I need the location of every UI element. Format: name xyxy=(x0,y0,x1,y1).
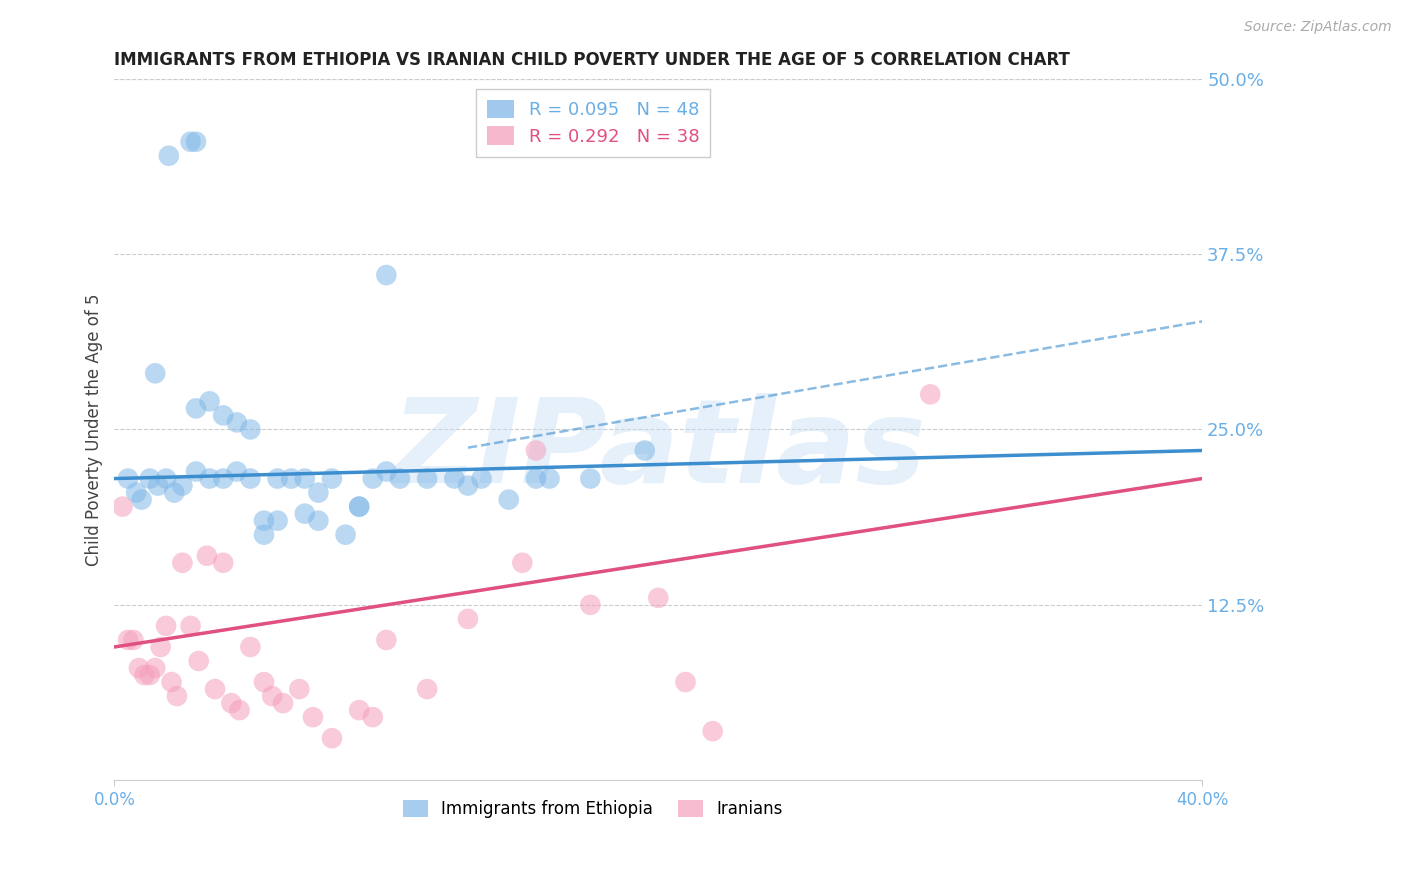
Point xyxy=(184,465,207,479)
Point xyxy=(146,478,169,492)
Point xyxy=(266,514,288,528)
Point xyxy=(375,632,398,647)
Point xyxy=(302,710,325,724)
Point xyxy=(157,149,180,163)
Point xyxy=(166,689,188,703)
Point xyxy=(375,465,398,479)
Text: IMMIGRANTS FROM ETHIOPIA VS IRANIAN CHILD POVERTY UNDER THE AGE OF 5 CORRELATION: IMMIGRANTS FROM ETHIOPIA VS IRANIAN CHIL… xyxy=(114,51,1070,69)
Point xyxy=(184,401,207,416)
Point xyxy=(184,135,207,149)
Point xyxy=(117,632,139,647)
Point xyxy=(347,500,370,514)
Point xyxy=(239,422,262,436)
Point xyxy=(134,668,156,682)
Point xyxy=(294,471,316,485)
Point xyxy=(221,696,243,710)
Point xyxy=(143,661,166,675)
Point xyxy=(117,471,139,485)
Point xyxy=(524,443,547,458)
Point xyxy=(457,612,479,626)
Point xyxy=(361,471,384,485)
Point xyxy=(388,471,411,485)
Point xyxy=(239,640,262,654)
Point xyxy=(443,471,465,485)
Point xyxy=(239,471,262,485)
Point xyxy=(347,703,370,717)
Legend: Immigrants from Ethiopia, Iranians: Immigrants from Ethiopia, Iranians xyxy=(396,793,790,824)
Point xyxy=(321,471,343,485)
Point xyxy=(307,514,329,528)
Point xyxy=(294,507,316,521)
Point xyxy=(128,661,150,675)
Point xyxy=(195,549,218,563)
Point xyxy=(253,527,276,541)
Point xyxy=(204,682,226,697)
Point xyxy=(180,135,202,149)
Point xyxy=(470,471,492,485)
Point xyxy=(253,514,276,528)
Point xyxy=(139,668,162,682)
Point xyxy=(920,387,942,401)
Point xyxy=(163,485,186,500)
Point xyxy=(122,632,145,647)
Point xyxy=(262,689,284,703)
Point xyxy=(579,471,602,485)
Point xyxy=(512,556,534,570)
Point xyxy=(335,527,357,541)
Point xyxy=(271,696,294,710)
Text: Source: ZipAtlas.com: Source: ZipAtlas.com xyxy=(1244,20,1392,34)
Point xyxy=(416,682,439,697)
Y-axis label: Child Poverty Under the Age of 5: Child Poverty Under the Age of 5 xyxy=(86,293,103,566)
Point xyxy=(457,478,479,492)
Point xyxy=(111,500,134,514)
Point xyxy=(198,394,221,409)
Point xyxy=(172,478,194,492)
Point xyxy=(155,619,177,633)
Point xyxy=(266,471,288,485)
Point xyxy=(149,640,172,654)
Point xyxy=(524,471,547,485)
Point xyxy=(280,471,302,485)
Point xyxy=(647,591,669,605)
Point xyxy=(307,485,329,500)
Point xyxy=(131,492,153,507)
Point xyxy=(198,471,221,485)
Point xyxy=(172,556,194,570)
Point xyxy=(160,675,183,690)
Point xyxy=(212,471,235,485)
Point xyxy=(180,619,202,633)
Point xyxy=(634,443,657,458)
Point xyxy=(253,675,276,690)
Point xyxy=(187,654,209,668)
Point xyxy=(416,471,439,485)
Point xyxy=(288,682,311,697)
Point xyxy=(125,485,148,500)
Point xyxy=(143,366,166,380)
Point xyxy=(212,409,235,423)
Point xyxy=(675,675,697,690)
Point xyxy=(225,416,247,430)
Point xyxy=(228,703,250,717)
Point xyxy=(139,471,162,485)
Point xyxy=(225,465,247,479)
Point xyxy=(579,598,602,612)
Point xyxy=(498,492,520,507)
Point xyxy=(538,471,561,485)
Point xyxy=(212,556,235,570)
Point xyxy=(702,724,724,739)
Point xyxy=(347,500,370,514)
Text: ZIPatlas: ZIPatlas xyxy=(391,393,925,508)
Point xyxy=(155,471,177,485)
Point xyxy=(375,268,398,282)
Point xyxy=(361,710,384,724)
Point xyxy=(321,731,343,746)
